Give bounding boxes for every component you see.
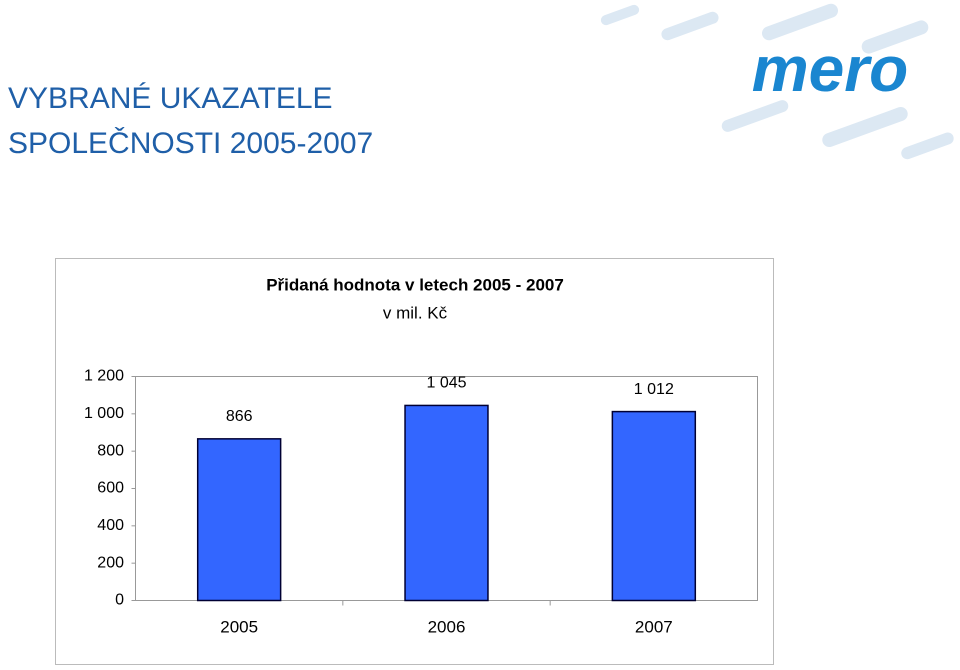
chart-subtitle: v mil. Kč [383,303,448,322]
logo: mero [752,33,909,105]
y-tick-label: 200 [97,554,124,571]
bar [611,410,697,602]
slide-title: VYBRANÉ UKAZATELE [8,82,333,115]
y-tick-label: 1 200 [84,368,124,385]
x-tick-label: 2005 [220,617,258,636]
bar [404,404,489,602]
value-label: 1 045 [426,375,466,392]
decor [600,3,954,160]
slide-title: SPOLEČNOSTI 2005-2007 [8,126,373,160]
bar [196,438,282,602]
y-tick-label: 800 [97,442,124,459]
value-label: 1 012 [634,381,674,398]
x-tick-label: 2006 [428,617,466,636]
y-tick-label: 600 [97,480,124,497]
value-label: 866 [226,408,253,425]
y-tick-label: 400 [97,517,124,534]
y-tick-label: 1 000 [84,405,124,422]
y-tick-label: 0 [115,592,124,609]
chart-title: Přidaná hodnota v letech 2005 - 2007 [266,275,564,294]
x-tick-label: 2007 [635,617,673,636]
